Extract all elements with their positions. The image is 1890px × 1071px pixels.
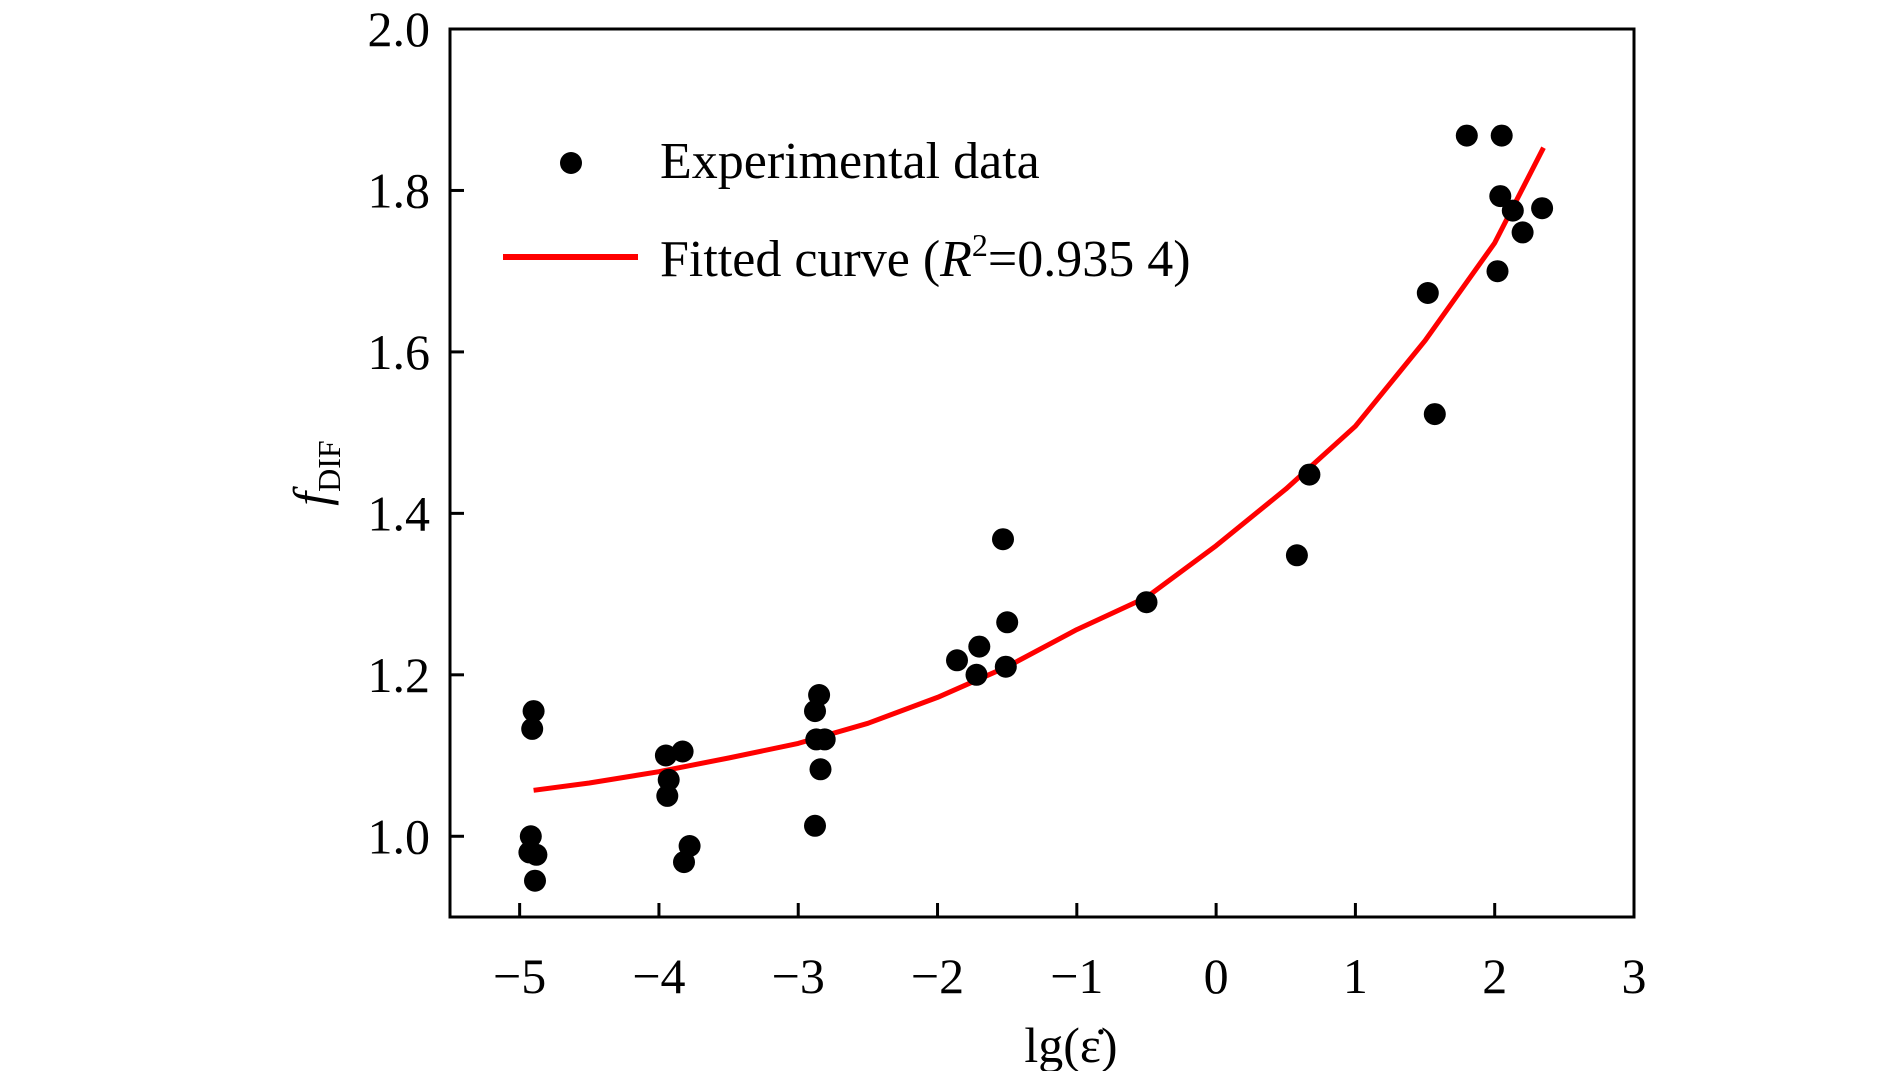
y-tick-label: 1.2: [368, 647, 431, 703]
legend-label-fitted-sup: 2: [972, 227, 988, 263]
data-point: [656, 784, 679, 807]
data-point: [519, 825, 542, 848]
data-point: [1455, 124, 1478, 147]
legend-label-fitted-prefix: Fitted curve (: [660, 231, 940, 288]
y-tick-label: 1.8: [368, 162, 431, 218]
data-point: [809, 758, 832, 781]
data-point: [673, 851, 695, 874]
legend-label-experimental: Experimental data: [660, 133, 1040, 190]
data-point: [996, 611, 1019, 634]
data-point: [1511, 221, 1534, 244]
data-point: [946, 649, 968, 672]
data-point: [1285, 544, 1308, 567]
y-axis-ticks: 1.0 1.2 1.4 1.6 1.8 2.0: [368, 1, 464, 864]
plot-frame: [448, 27, 1636, 919]
x-tick-label: −2: [911, 948, 964, 1004]
data-point: [804, 700, 826, 723]
y-tick-label: 1.4: [368, 485, 431, 541]
x-axis-ticks: −5 −4 −3 −2 −1 0 1 2 3: [493, 903, 1647, 1004]
data-point: [1501, 199, 1524, 222]
x-tick-label: 1: [1343, 948, 1368, 1004]
legend: Experimental data Fitted curve (R2=0.935…: [503, 133, 1191, 288]
y-tick-label: 1.0: [368, 808, 431, 864]
data-point: [1423, 403, 1446, 426]
data-point: [1135, 591, 1158, 614]
y-tick-label: 2.0: [368, 1, 431, 57]
x-tick-label: 0: [1204, 948, 1229, 1004]
data-point: [1486, 260, 1509, 283]
data-point: [1298, 463, 1321, 486]
data-point: [524, 869, 546, 892]
x-tick-label: 3: [1622, 948, 1647, 1004]
x-tick-label: −5: [493, 948, 546, 1004]
data-point: [521, 717, 544, 740]
x-tick-label: −4: [632, 948, 685, 1004]
data-point: [804, 814, 826, 837]
data-point: [1490, 124, 1513, 147]
fit-layer: [533, 146, 1546, 793]
legend-label-fitted-suffix: =0.935 4): [988, 231, 1191, 288]
data-point: [1416, 282, 1439, 304]
svg-text:fDIF: fDIF: [283, 440, 347, 505]
data-point: [994, 655, 1017, 678]
legend-label-fitted: Fitted curve (R2=0.935 4): [660, 227, 1191, 288]
fitted-curve: [533, 146, 1546, 793]
data-point: [671, 740, 694, 763]
x-tick-label: −1: [1050, 948, 1103, 1004]
data-point: [1531, 197, 1554, 220]
legend-label-fitted-r: R: [939, 231, 972, 288]
data-point: [992, 528, 1014, 551]
x-axis-label: lg(ε̇): [1024, 1017, 1117, 1071]
data-point: [965, 663, 988, 686]
data-point: [654, 744, 677, 767]
data-point: [525, 843, 548, 866]
data-point: [657, 768, 680, 791]
legend-dot-marker: [560, 152, 582, 174]
data-point: [968, 635, 991, 658]
points-layer: [518, 124, 1554, 892]
y-axis-label-subscript: DIF: [311, 440, 347, 492]
x-tick-label: −3: [772, 948, 825, 1004]
x-tick-label: 2: [1482, 948, 1507, 1004]
data-point: [813, 728, 836, 751]
y-axis-label: fDIF: [283, 440, 347, 505]
data-point: [522, 700, 545, 723]
y-tick-label: 1.6: [368, 324, 431, 380]
data-point: [1489, 185, 1512, 208]
